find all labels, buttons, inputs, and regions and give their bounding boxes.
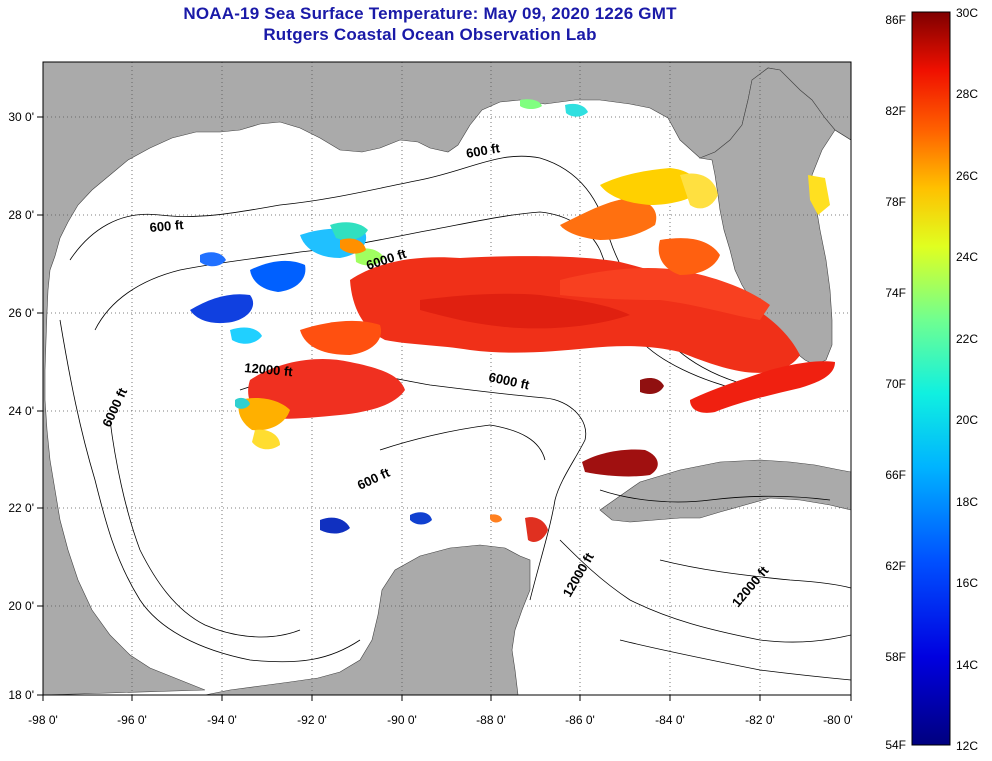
longitude-labels: -98 0' -96 0' -94 0' -92 0' -90 0' -88 0… <box>28 713 853 727</box>
lat-tick-label: 20 0' <box>8 599 34 613</box>
lon-tick-label: -98 0' <box>28 713 58 727</box>
colorbar-f-label: 86F <box>885 13 906 27</box>
latitude-labels: 30 0' 28 0' 26 0' 24 0' 22 0' 20 0' 18 0… <box>8 110 34 702</box>
colorbar-c-label: 12C <box>956 739 978 753</box>
colorbar-fahrenheit-labels: 86F 82F 78F 74F 70F 66F 62F 58F 54F <box>885 13 906 752</box>
contour-label: 600 ft <box>465 140 502 161</box>
lon-tick-label: -84 0' <box>655 713 685 727</box>
lon-tick-label: -80 0' <box>823 713 853 727</box>
colorbar-celsius-labels: 30C 28C 26C 24C 22C 20C 18C 16C 14C 12C <box>956 6 978 753</box>
colorbar-f-label: 82F <box>885 104 906 118</box>
lon-tick-label: -86 0' <box>565 713 595 727</box>
colorbar-c-label: 16C <box>956 576 978 590</box>
colorbar-c-label: 14C <box>956 658 978 672</box>
colorbar-f-label: 66F <box>885 468 906 482</box>
yucatan-landmass <box>204 544 531 695</box>
colorbar-f-label: 62F <box>885 559 906 573</box>
colorbar-c-label: 20C <box>956 413 978 427</box>
lat-tick-label: 18 0' <box>8 688 34 702</box>
lon-tick-label: -92 0' <box>297 713 327 727</box>
map-area <box>43 62 851 695</box>
map-title: NOAA-19 Sea Surface Temperature: May 09,… <box>183 4 677 23</box>
lon-tick-label: -82 0' <box>745 713 775 727</box>
axis-ticks <box>37 116 852 701</box>
lon-tick-label: -88 0' <box>476 713 506 727</box>
map-subtitle: Rutgers Coastal Ocean Observation Lab <box>263 25 597 44</box>
lat-tick-label: 22 0' <box>8 501 34 515</box>
colorbar-f-label: 74F <box>885 286 906 300</box>
lon-tick-label: -90 0' <box>387 713 417 727</box>
florida-landmass <box>698 67 851 366</box>
colorbar-f-label: 78F <box>885 195 906 209</box>
contour-label: 12000 ft <box>244 360 294 379</box>
colorbar-f-label: 58F <box>885 650 906 664</box>
cuba-landmass <box>599 459 851 523</box>
lat-tick-label: 28 0' <box>8 208 34 222</box>
lat-tick-label: 24 0' <box>8 404 34 418</box>
lon-tick-label: -96 0' <box>117 713 147 727</box>
map-border <box>42 61 852 696</box>
colorbar-c-label: 24C <box>956 250 978 264</box>
colorbar-c-label: 30C <box>956 6 978 20</box>
colorbar-f-label: 70F <box>885 377 906 391</box>
lat-tick-label: 26 0' <box>8 306 34 320</box>
contour-label: 600 ft <box>149 217 185 235</box>
lat-tick-label: 30 0' <box>8 110 34 124</box>
colorbar-c-label: 22C <box>956 332 978 346</box>
lon-tick-label: -94 0' <box>207 713 237 727</box>
colorbar-c-label: 18C <box>956 495 978 509</box>
colorbar-c-label: 26C <box>956 169 978 183</box>
colorbar <box>911 11 951 746</box>
colorbar-f-label: 54F <box>885 738 906 752</box>
colorbar-c-label: 28C <box>956 87 978 101</box>
sst-data-patches <box>190 99 835 542</box>
